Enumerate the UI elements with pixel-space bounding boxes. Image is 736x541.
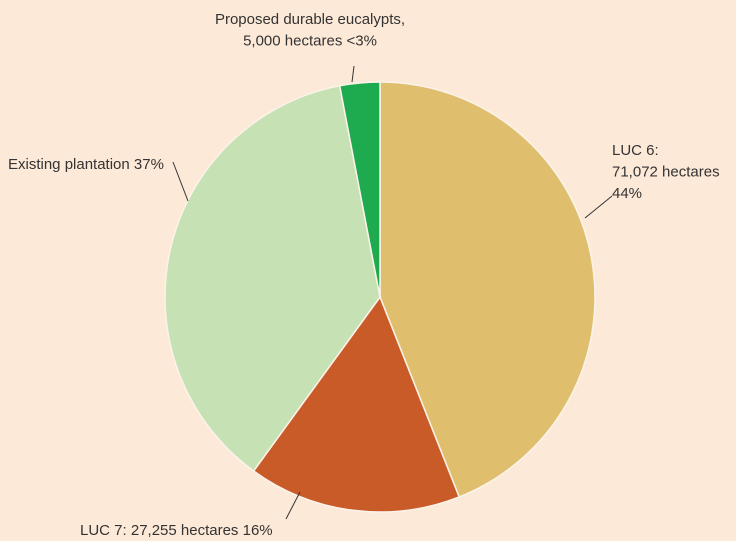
slices bbox=[164, 81, 596, 513]
slice-label: Existing plantation 37% bbox=[8, 156, 164, 173]
slice-label: 44% bbox=[612, 185, 642, 202]
slice-label: Proposed durable eucalypts, bbox=[215, 11, 405, 28]
pie-slice bbox=[164, 84, 381, 472]
slice-label: 5,000 hectares <3% bbox=[243, 32, 377, 49]
slice-label: LUC 6: bbox=[612, 142, 659, 159]
slice-label: 71,072 hectares bbox=[612, 163, 720, 180]
leader-line bbox=[351, 65, 355, 83]
pie-slice bbox=[252, 295, 461, 513]
leader-line bbox=[285, 491, 301, 520]
leader-line bbox=[172, 161, 189, 202]
pie-slice bbox=[379, 81, 596, 498]
slice-label: LUC 7: 27,255 hectares 16% bbox=[80, 522, 273, 539]
pie-slice bbox=[338, 81, 381, 298]
leader-line bbox=[584, 195, 613, 219]
